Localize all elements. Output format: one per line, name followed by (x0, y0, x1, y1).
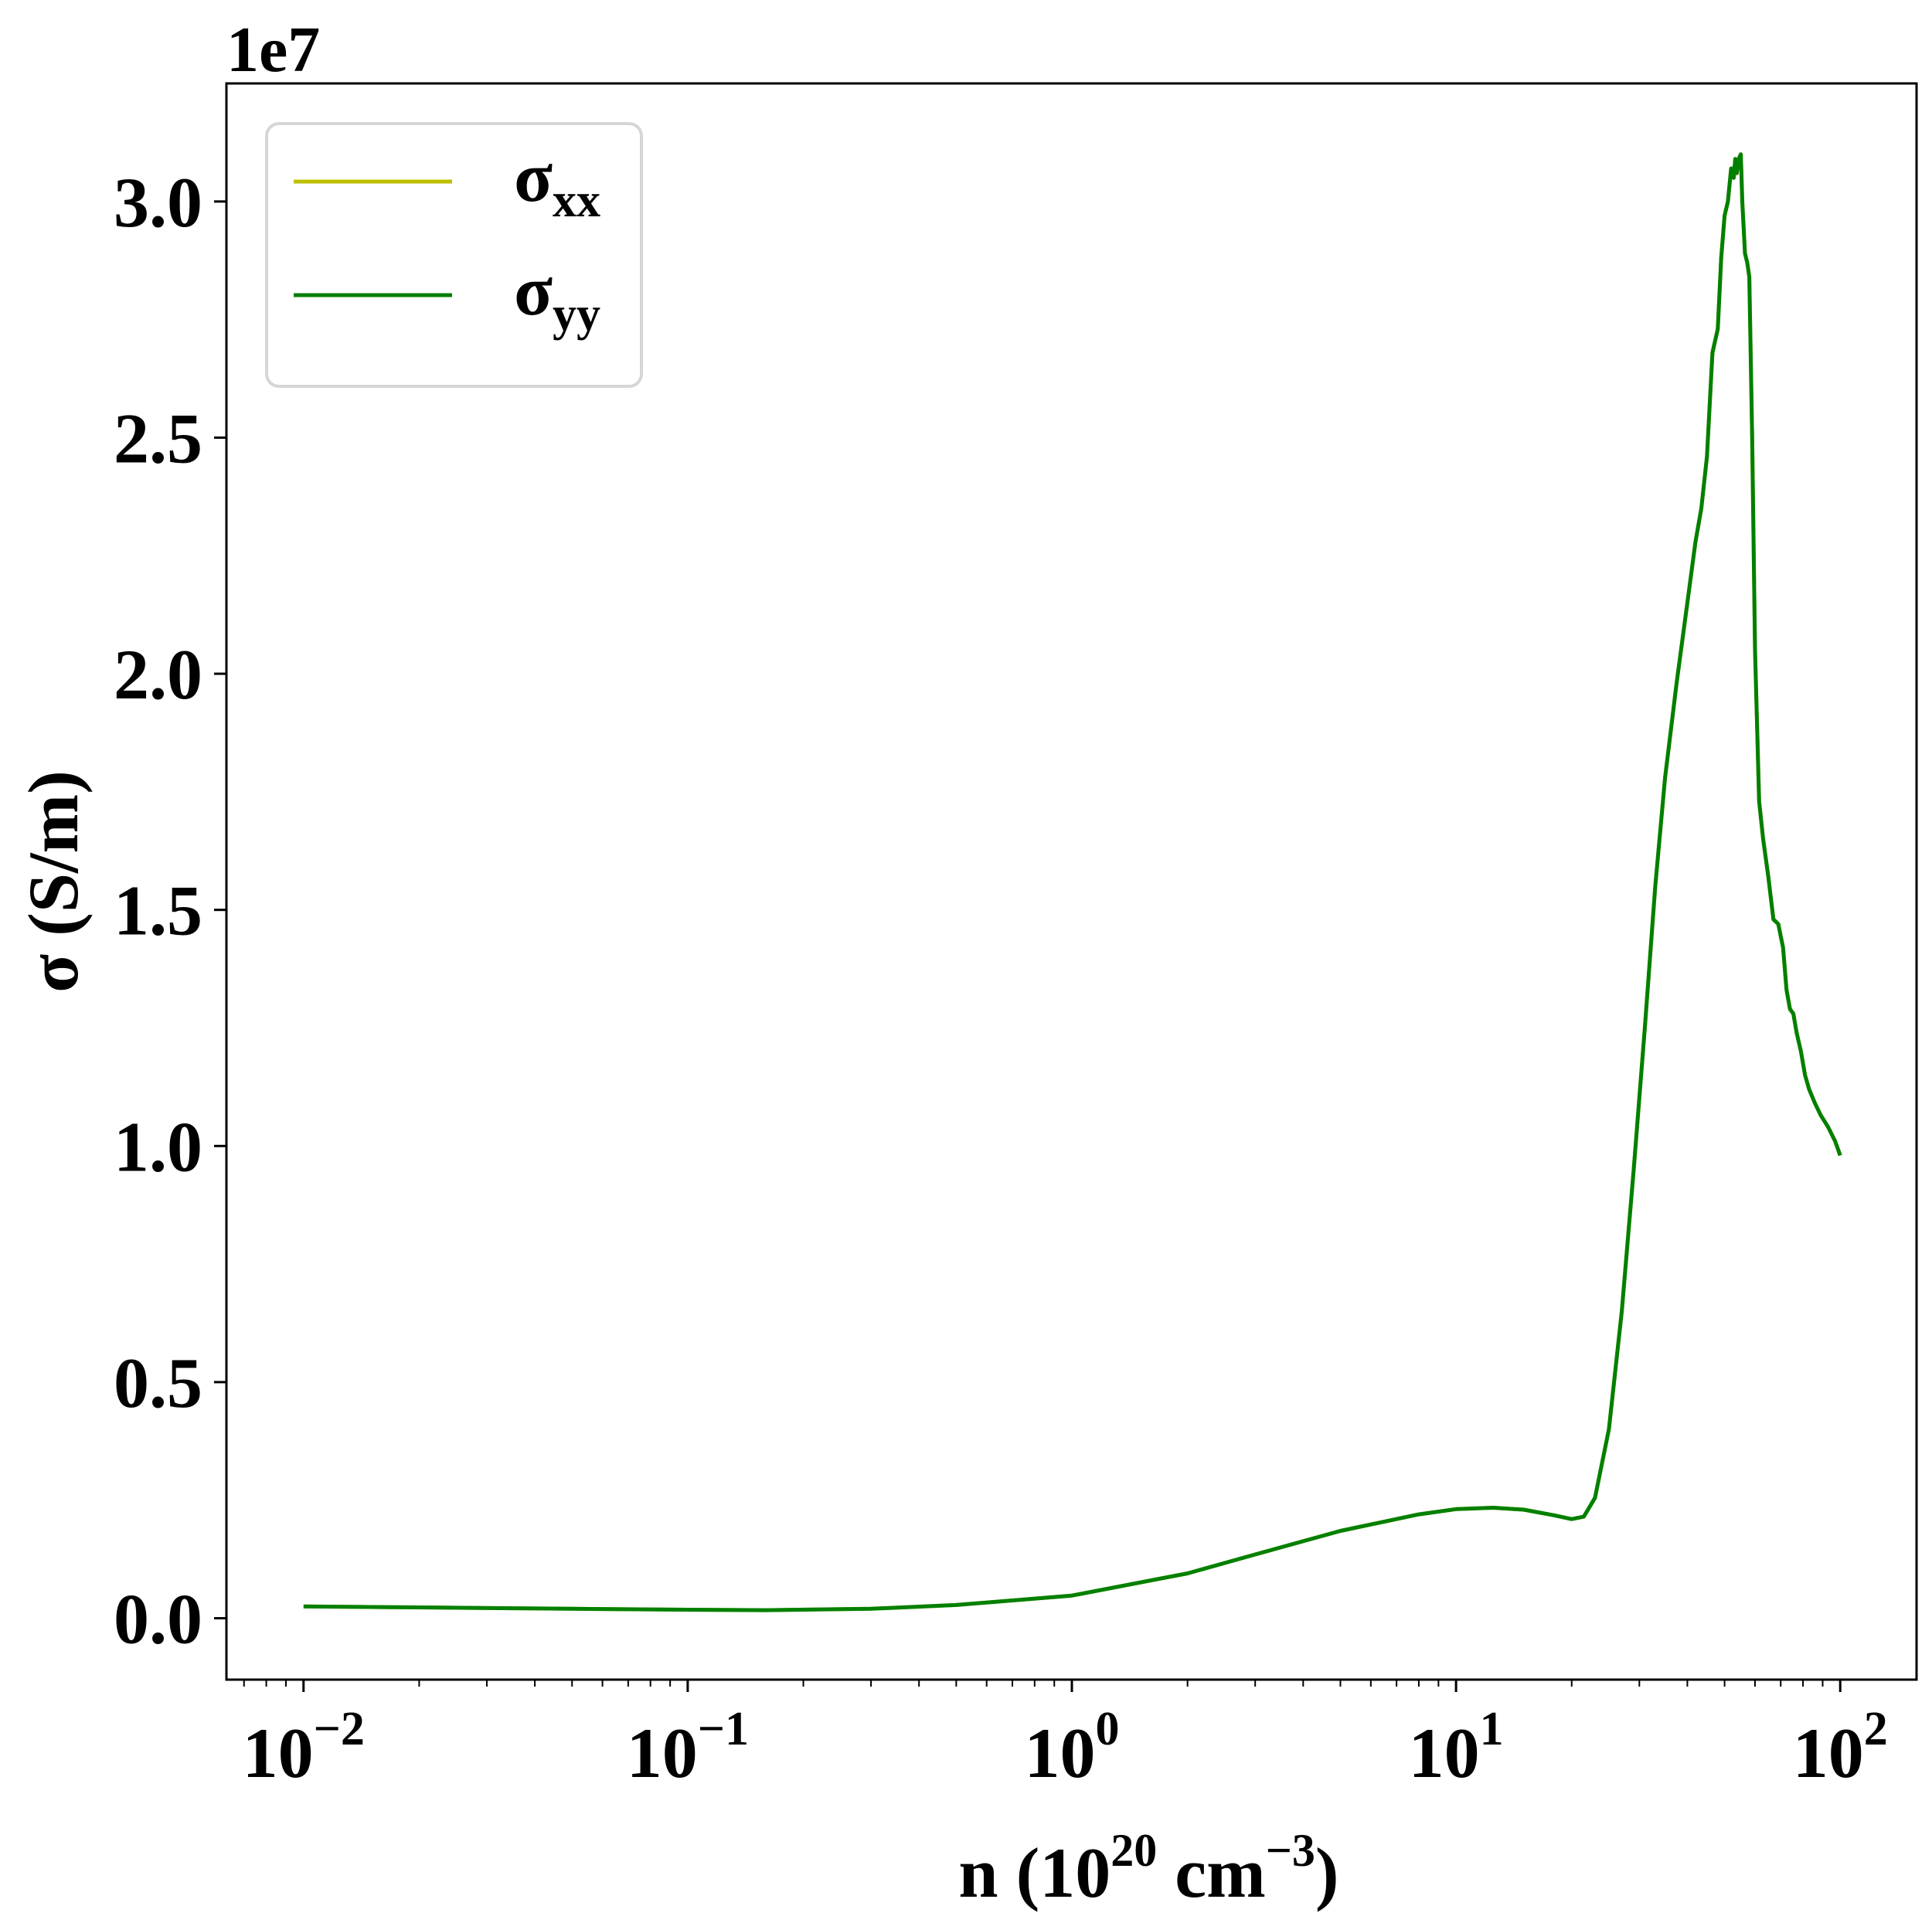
x-tick-base: 10 (1024, 1714, 1095, 1792)
y-tick-label: 2.5 (114, 399, 202, 477)
x-label-base: n (10 (958, 1833, 1111, 1912)
y-offset-label: 1e7 (226, 14, 320, 86)
legend-box (265, 122, 643, 388)
x-tick-label: 10−1 (627, 1703, 749, 1792)
y-tick-label: 0.0 (114, 1580, 202, 1659)
x-tick-exponent: 0 (1095, 1703, 1119, 1755)
legend-label-sub: xx (553, 175, 600, 227)
y-axis: 0.0 0.5 1.0 1.5 2.0 2.5 3.0 (114, 163, 226, 1659)
x-tick-label: 100 (1024, 1703, 1119, 1792)
legend-label-yy: σyy (514, 251, 600, 341)
x-label-sup1: 20 (1111, 1825, 1157, 1876)
x-tick-base: 10 (627, 1714, 698, 1792)
x-tick-base: 10 (1793, 1714, 1864, 1792)
legend-label-sub: yy (553, 288, 600, 341)
x-tick-exponent: 1 (1480, 1703, 1504, 1755)
x-tick-base: 10 (243, 1714, 314, 1792)
x-tick-label: 10−2 (243, 1703, 365, 1792)
series-layer (303, 152, 1842, 1612)
y-tick-label: 1.5 (114, 871, 202, 950)
series-line-yy (303, 152, 1842, 1612)
x-label-end: ) (1315, 1833, 1339, 1912)
x-label-sup2: −3 (1266, 1825, 1315, 1876)
y-tick-label: 3.0 (114, 163, 202, 242)
x-axis: 10−2 10−1 100 101 102 (243, 1680, 1888, 1792)
x-label-mid: cm (1157, 1833, 1265, 1912)
x-axis-label: n (1020 cm−3) (958, 1825, 1338, 1912)
legend-label-xx: σxx (514, 138, 600, 227)
x-tick-exponent: 2 (1864, 1703, 1888, 1755)
x-tick-label: 101 (1409, 1703, 1504, 1792)
legend-label-main: σ (514, 251, 553, 330)
x-tick-exponent: −1 (698, 1703, 749, 1755)
y-tick-label: 2.0 (114, 635, 202, 714)
y-tick-label: 0.5 (114, 1344, 202, 1422)
x-tick-base: 10 (1409, 1714, 1480, 1792)
x-tick-exponent: −2 (314, 1703, 365, 1755)
x-tick-label: 102 (1793, 1703, 1888, 1792)
y-axis-label: σ (S/m) (14, 770, 93, 993)
y-tick-label: 1.0 (114, 1107, 202, 1186)
legend-label-main: σ (514, 138, 553, 216)
